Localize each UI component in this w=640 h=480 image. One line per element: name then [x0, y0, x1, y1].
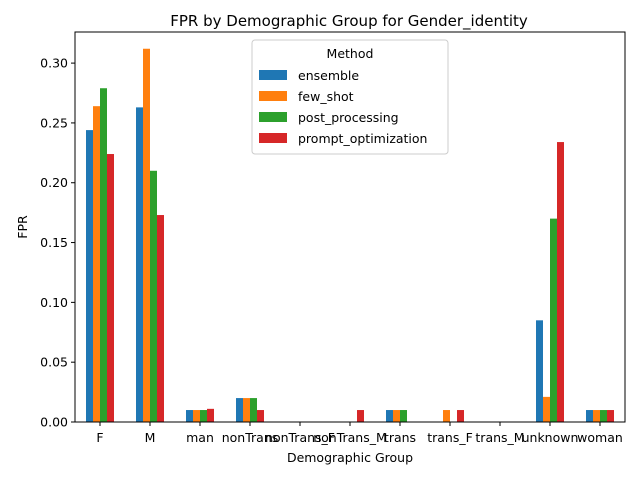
- bar-few_shot-M: [143, 48, 150, 422]
- bar-post_processing-man: [200, 410, 207, 422]
- bar-post_processing-unknown: [550, 218, 557, 422]
- bar-ensemble-trans: [386, 410, 393, 422]
- bar-prompt_optimization-woman: [607, 410, 614, 422]
- y-tick-label: 0.20: [40, 175, 68, 190]
- bar-prompt_optimization-F: [107, 154, 114, 422]
- x-tick-label: trans_M: [475, 430, 524, 445]
- x-tick-label: nonTrans_M: [313, 430, 387, 445]
- legend-label-post_processing: post_processing: [298, 110, 399, 125]
- x-tick-label: woman: [577, 430, 623, 445]
- y-tick-label: 0.30: [40, 56, 68, 71]
- legend-label-few_shot: few_shot: [298, 89, 354, 104]
- bar-post_processing-trans: [400, 410, 407, 422]
- y-tick-label: 0.00: [40, 415, 68, 430]
- bar-post_processing-F: [100, 88, 107, 423]
- bar-ensemble-man: [186, 410, 193, 422]
- bar-prompt_optimization-nonTrans_M: [357, 410, 364, 422]
- legend-label-prompt_optimization: prompt_optimization: [298, 131, 427, 146]
- y-tick-label: 0.15: [40, 235, 68, 250]
- legend-swatch-prompt_optimization: [259, 133, 287, 143]
- legend-items: ensemble few_shot post_processing prompt_op…: [259, 68, 427, 146]
- legend-box: [251, 39, 449, 155]
- x-tick-label: unknown: [522, 430, 579, 445]
- bar-few_shot-woman: [593, 410, 600, 422]
- bar-few_shot-trans: [393, 410, 400, 422]
- bar-ensemble-unknown: [536, 320, 543, 422]
- bar-few_shot-F: [93, 106, 100, 422]
- bar-post_processing-nonTrans: [250, 398, 257, 422]
- legend-swatch-ensemble: [259, 70, 287, 80]
- bar-prompt_optimization-M: [157, 215, 164, 422]
- bar-ensemble-F: [86, 130, 93, 423]
- legend: Method ensemble few_shot post_processingpr…: [251, 39, 449, 155]
- bar-ensemble-M: [136, 107, 143, 422]
- legend-swatch-post_processing: [259, 112, 287, 122]
- bar-post_processing-M: [150, 170, 157, 422]
- y-tick-label: 0.05: [40, 355, 68, 370]
- bar-post_processing-woman: [600, 410, 607, 422]
- bar-few_shot-nonTrans: [243, 398, 250, 422]
- bar-prompt_optimization-nonTrans: [257, 410, 264, 422]
- legend-label-ensemble: ensemble: [298, 68, 359, 83]
- x-tick-label: man: [186, 430, 214, 445]
- x-tick-label: M: [145, 430, 156, 445]
- x-tick-label: nonTrans: [222, 430, 279, 445]
- bar-prompt_optimization-unknown: [557, 142, 564, 423]
- bars-layer: [86, 48, 614, 423]
- bar-few_shot-unknown: [543, 396, 550, 422]
- y-tick-label: 0.10: [40, 295, 68, 310]
- bar-prompt_optimization-trans_F: [457, 410, 464, 422]
- bar-few_shot-trans_F: [443, 410, 450, 422]
- x-tick-label: nonTrans_F: [265, 430, 335, 445]
- legend-swatch-few_shot: [259, 91, 287, 101]
- y-axis: 0.00 0.05 0.10 0.15 0.20 0.25 0.30: [40, 56, 75, 430]
- x-tick-label: trans: [384, 430, 416, 445]
- x-axis-title: Demographic Group: [287, 450, 413, 465]
- y-tick-label: 0.25: [40, 115, 68, 130]
- bar-ensemble-nonTrans: [236, 398, 243, 422]
- bar-ensemble-woman: [586, 410, 593, 422]
- legend-title: Method: [327, 46, 374, 61]
- x-tick-label: trans_F: [427, 430, 473, 445]
- bar-few_shot-man: [193, 410, 200, 422]
- x-tick-label: F: [96, 430, 103, 445]
- chart-title: FPR by Demographic Group for Gender_iden…: [170, 12, 528, 31]
- bar-prompt_optimization-man: [207, 408, 214, 422]
- y-axis-title: FPR: [15, 215, 30, 239]
